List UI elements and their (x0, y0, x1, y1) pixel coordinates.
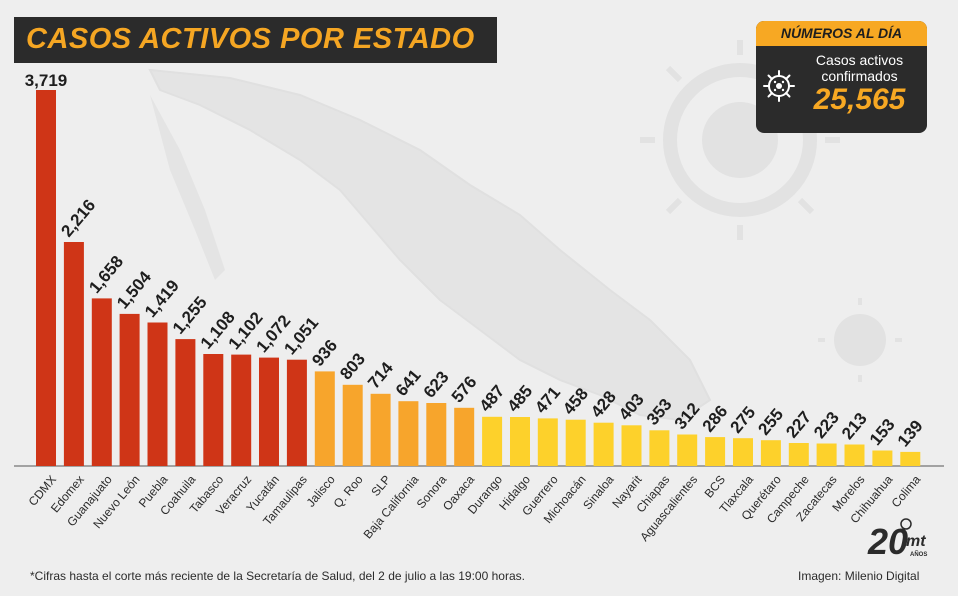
logo-brand: mt (906, 533, 926, 550)
bar-guanajuato (91, 298, 112, 466)
value-label-colima: 139 (894, 417, 927, 451)
bar-chiapas (649, 430, 670, 466)
value-label-zacatecas: 223 (810, 408, 843, 442)
logo-sub: AÑOS (910, 551, 927, 558)
milenio-20-anos-logo: 20 mt AÑOS (867, 518, 927, 560)
category-label-q-roo: Q. Roo (331, 472, 366, 510)
value-label-chiapas: 353 (643, 395, 676, 429)
bar-slp (370, 393, 391, 466)
value-label-campeche: 227 (782, 408, 815, 442)
value-label-cdmx: 3,719 (25, 71, 68, 90)
value-label-jalisco: 936 (308, 336, 341, 370)
virus-icon (763, 70, 795, 102)
value-label-aguascalientes: 312 (671, 399, 704, 433)
category-label-colima: Colima (889, 472, 924, 510)
value-label-nayarit: 403 (615, 390, 648, 424)
value-label-durango: 487 (476, 381, 509, 415)
value-label-michoacan: 458 (559, 384, 592, 418)
daily-numbers-card: NÚMEROS AL DÍA Casos activos confirmados… (756, 21, 927, 133)
bar-durango (482, 416, 503, 466)
active-cases-total: 25,565 (813, 83, 906, 116)
chart-title: CASOS ACTIVOS POR ESTADO (26, 23, 475, 55)
bar-morelos (844, 444, 865, 466)
bar-edomex (63, 242, 84, 466)
daily-numbers-header: NÚMEROS AL DÍA (756, 21, 927, 46)
value-label-chihuahua: 153 (866, 415, 899, 449)
bar-oaxaca (454, 407, 475, 466)
bar-group (36, 90, 921, 466)
bar-hidalgo (510, 417, 530, 466)
image-credit: Imagen: Milenio Digital (798, 569, 920, 583)
bar-colima (900, 451, 921, 466)
bar-tlaxcala (733, 438, 753, 466)
footnote: *Cifras hasta el corte más reciente de l… (30, 569, 525, 583)
bar-q-roo (342, 384, 363, 466)
bar-zacatecas (816, 443, 837, 466)
daily-numbers-header-text: NÚMEROS AL DÍA (780, 25, 903, 41)
bar-tamaulipas (286, 359, 307, 466)
value-label-sonora: 623 (420, 368, 453, 402)
bar-baja-california (398, 401, 419, 466)
value-label-sinaloa: 428 (587, 387, 620, 421)
value-label-edomex: 2,216 (57, 196, 99, 241)
value-label-q-roo: 803 (336, 349, 369, 383)
value-label-hidalgo: 485 (504, 382, 537, 416)
category-label-sinaloa: Sinaloa (580, 472, 617, 512)
title-banner: CASOS ACTIVOS POR ESTADO (14, 17, 497, 63)
bar-cdmx (36, 90, 56, 466)
bar-nuevo-leon (119, 313, 140, 466)
value-label-oaxaca: 576 (448, 372, 481, 406)
value-label-queretaro: 255 (754, 405, 787, 439)
value-label-baja-california: 641 (392, 366, 425, 400)
value-label-tlaxcala: 275 (727, 403, 760, 437)
bar-nayarit (621, 425, 642, 466)
bar-sinaloa (593, 422, 614, 466)
bar-veracruz (231, 354, 252, 466)
bar-tabasco (203, 354, 224, 466)
active-cases-label: Casos activos confirmados (815, 52, 904, 84)
bar-michoacan (565, 419, 586, 466)
category-label-slp: SLP (368, 473, 393, 499)
bar-sonora (426, 403, 447, 466)
bar-aguascalientes (677, 434, 698, 466)
bar-puebla (147, 322, 168, 466)
value-label-bcs: 286 (699, 402, 732, 436)
bar-guerrero (537, 418, 558, 466)
logo-number: 20 (867, 521, 908, 560)
virus-decoration-large (663, 63, 817, 217)
bar-bcs (705, 437, 726, 466)
value-label-guerrero: 471 (531, 383, 564, 417)
bar-queretaro (760, 440, 781, 466)
bar-chihuahua (872, 450, 893, 466)
bar-campeche (788, 443, 809, 466)
bar-yucatan (259, 357, 279, 466)
bar-coahuila (175, 339, 196, 466)
bar-jalisco (314, 371, 335, 466)
